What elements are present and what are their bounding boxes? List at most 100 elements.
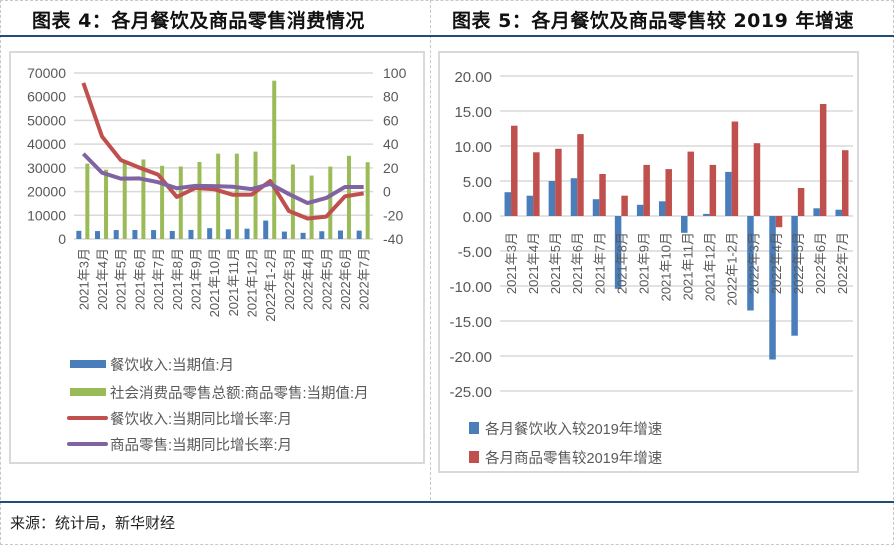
bar-catering — [169, 231, 175, 239]
left-axis-tick: 70000 — [27, 65, 66, 81]
bar-catering-vs-2019 — [614, 216, 622, 289]
right-axis-tick: 0 — [383, 184, 391, 200]
bar-catering-vs-2019 — [813, 208, 820, 216]
right-axis-tick: 80 — [383, 89, 399, 105]
growth-vs-2019-chart: 20.00 15.00 10.00 5.00 0.00 -5.00 -10.00 -15.00… — [449, 69, 853, 467]
left-figure-title: 图表 4：各月餐饮及商品零售消费情况 — [32, 10, 365, 32]
x-axis-label: 2021年5月 — [548, 232, 563, 294]
bar-catering-vs-2019 — [703, 213, 710, 216]
bar-retail-vs-2019 — [775, 216, 783, 228]
legend: 餐饮收入:当期值:月社会消费品零售总额:商品零售:当期值:月餐饮收入:当期同比增… — [67, 357, 369, 454]
x-axis-label: 2022年5月 — [791, 232, 806, 294]
x-axis-label: 2021年12月 — [703, 232, 718, 301]
bar-retail-vs-2019 — [753, 143, 761, 216]
right-figure-title: 图表 5：各月餐饮及商品零售较 2019 年增速 — [452, 10, 854, 32]
bar-retail — [272, 80, 277, 239]
header-rule — [0, 35, 894, 37]
x-axis-label: 2022年1-2月 — [725, 232, 740, 306]
bar-catering-vs-2019 — [504, 192, 512, 216]
x-axis-label: 2022年5月 — [319, 248, 334, 310]
y-axis-tick: -15.00 — [449, 314, 492, 331]
legend-label: 餐饮收入:当期值:月 — [110, 357, 234, 374]
x-axis-label: 2021年6月 — [570, 232, 585, 294]
bar-retail — [122, 162, 127, 239]
bar-retail-vs-2019 — [621, 195, 628, 216]
bar-catering-vs-2019 — [769, 216, 776, 360]
x-axis-label: 2022年3月 — [282, 248, 297, 310]
x-axis-label: 2021年5月 — [114, 248, 129, 310]
bar-retail-vs-2019 — [643, 164, 650, 216]
legend-swatch — [469, 422, 479, 434]
bar-catering-vs-2019 — [526, 195, 534, 216]
bar-catering-vs-2019 — [835, 209, 842, 216]
bar-catering — [76, 230, 82, 239]
left-axis-tick: 10000 — [27, 207, 66, 223]
legend-label: 商品零售:当期同比增长率:月 — [110, 437, 292, 454]
bar-retail — [328, 166, 333, 239]
x-axis-label: 2021年9月 — [636, 232, 651, 294]
x-axis-label: 2021年7月 — [592, 232, 607, 294]
right-axis-tick: 20 — [383, 160, 399, 176]
y-axis-tick: -5.00 — [458, 244, 492, 261]
bar-catering — [95, 231, 101, 239]
x-axis-label: 2021年8月 — [614, 232, 629, 294]
bar-catering-vs-2019 — [791, 216, 798, 336]
bar-catering — [225, 229, 231, 239]
legend-label: 各月商品零售较2019年增速 — [485, 449, 662, 467]
line-catering-yoy — [81, 82, 364, 221]
left-chart-panel: 0 10000 20000 30000 40000 50000 60000 70000 -40 -… — [9, 51, 425, 464]
bar-retail — [309, 175, 314, 239]
y-axis-tick: 10.00 — [454, 139, 492, 156]
bar-retail-vs-2019 — [555, 148, 562, 216]
bar-retail-vs-2019 — [841, 150, 849, 216]
source-note: 来源：统计局，新华财经 — [10, 514, 176, 532]
bar-retail — [365, 162, 370, 239]
legend-label: 各月餐饮收入较2019年增速 — [485, 420, 662, 438]
bar-catering — [151, 230, 157, 239]
bar-retail-vs-2019 — [577, 134, 584, 216]
line-retail-yoy — [81, 152, 364, 206]
legend-swatch — [70, 360, 106, 368]
x-axis-label: 2021年11月 — [226, 248, 241, 316]
bar-catering-vs-2019 — [658, 201, 666, 216]
bar-retail — [216, 153, 221, 239]
legend-label: 餐饮收入:当期同比增长率:月 — [110, 411, 292, 428]
bar-catering — [113, 230, 119, 239]
x-axis-label: 2021年10月 — [207, 248, 222, 317]
x-axis-label: 2022年6月 — [338, 248, 353, 310]
y-axis-tick: 15.00 — [454, 104, 492, 121]
bar-catering — [300, 232, 306, 239]
x-axis-label: 2021年8月 — [170, 248, 185, 310]
bar-catering-vs-2019 — [636, 204, 644, 216]
y-axis-tick: -20.00 — [449, 349, 492, 366]
bar-retail — [197, 161, 202, 239]
x-axis-label: 2021年10月 — [658, 232, 673, 301]
right-axis-tick: 100 — [383, 65, 407, 81]
bar-retail-vs-2019 — [731, 121, 739, 216]
bar-catering — [188, 229, 194, 239]
x-axis-label: 2021年12月 — [245, 248, 260, 317]
x-axis-label: 2022年1-2月 — [263, 248, 278, 322]
bar-catering-vs-2019 — [725, 171, 732, 216]
x-axis-label: 2022年4月 — [769, 232, 784, 294]
legend-swatch — [70, 388, 106, 396]
left-axis-tick: 0 — [58, 231, 66, 247]
y-axis-tick: 0.00 — [463, 209, 492, 226]
bar-retail — [160, 165, 165, 239]
x-axis-label: 2021年11月 — [681, 232, 696, 300]
bar-retail-vs-2019 — [665, 169, 672, 216]
y-axis-tick: 20.00 — [454, 69, 492, 86]
right-axis-tick: -40 — [383, 231, 403, 247]
bar-retail — [141, 159, 146, 239]
left-axis-tick: 60000 — [27, 89, 66, 105]
bar-catering — [281, 231, 287, 239]
left-axis-tick: 50000 — [27, 112, 66, 128]
left-axis-tick: 20000 — [27, 184, 66, 200]
plot-area: 20.00 15.00 10.00 5.00 0.00 -5.00 -10.00 -15.00… — [449, 69, 853, 401]
bar-catering — [132, 229, 138, 239]
bar-retail — [178, 166, 183, 239]
bar-retail — [253, 151, 258, 239]
y-axis-tick: 5.00 — [463, 174, 492, 191]
x-axis-label: 2021年4月 — [526, 232, 541, 294]
